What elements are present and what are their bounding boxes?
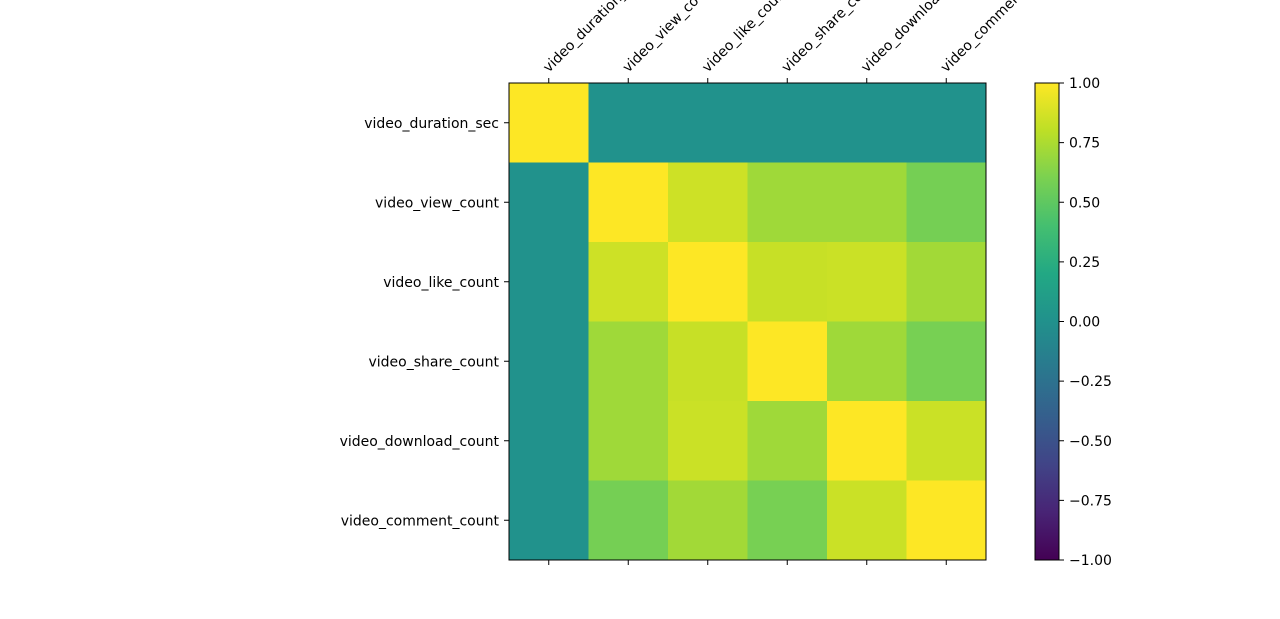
heatmap-cell-3-4 [827, 321, 907, 402]
heatmap-cell-2-5 [906, 242, 987, 322]
heatmap-cell-1-5 [906, 162, 987, 243]
heatmap-cell-4-3 [747, 401, 828, 481]
heatmap-cell-3-0 [509, 321, 589, 402]
heatmap-cell-2-4 [827, 242, 907, 322]
heatmap-cell-2-1 [588, 242, 669, 322]
colorbar-tick-label: 0.25 [1069, 255, 1100, 271]
colorbar-tick-label: −0.25 [1069, 374, 1112, 390]
heatmap-cell-4-5 [906, 401, 987, 481]
heatmap-cell-5-4 [827, 480, 907, 561]
y-tick-label: video_view_count [375, 195, 499, 211]
colorbar-tick-label: −0.75 [1069, 493, 1112, 509]
heatmap-cell-0-0 [509, 83, 589, 163]
heatmap-cell-1-2 [668, 162, 748, 243]
colorbar-tick-label: −1.00 [1069, 553, 1112, 569]
y-tick-label: video_like_count [383, 275, 499, 291]
y-tick-label: video_download_count [340, 434, 500, 450]
heatmap-cell-2-0 [509, 242, 589, 322]
heatmap-cell-0-2 [668, 83, 748, 163]
heatmap-cell-4-0 [509, 401, 589, 481]
heatmap-cell-3-3 [747, 321, 828, 402]
heatmap-cell-1-4 [827, 162, 907, 243]
heatmap-cell-1-0 [509, 162, 589, 243]
heatmap-cell-3-2 [668, 321, 748, 402]
heatmap-cells [509, 83, 987, 561]
heatmap-cell-0-5 [906, 83, 987, 163]
x-tick-label: video_comment_count [938, 0, 1062, 76]
colorbar-tick-label: −0.50 [1069, 434, 1112, 450]
colorbar: −1.00 −0.75 −0.50 −0.25 0.00 0.25 0.50 0.75 1.00 [1034, 76, 1112, 569]
heatmap-cell-5-0 [509, 480, 589, 561]
y-tick-label: video_duration_sec [364, 116, 499, 132]
colorbar-tick-label: 0.75 [1069, 136, 1100, 152]
heatmap-cell-0-4 [827, 83, 907, 163]
heatmap-cell-3-1 [588, 321, 669, 402]
y-tick-label: video_share_count [368, 354, 499, 370]
heatmap-cell-2-2 [668, 242, 748, 322]
heatmap-cell-0-1 [588, 83, 669, 163]
heatmap-cell-0-3 [747, 83, 828, 163]
colorbar-tick-label: 0.50 [1069, 195, 1100, 211]
heatmap-cell-4-1 [588, 401, 669, 481]
heatmap-cell-5-2 [668, 480, 748, 561]
heatmap-cell-1-1 [588, 162, 669, 243]
heatmap-cell-2-3 [747, 242, 828, 322]
colorbar-tick-label: 0.00 [1069, 315, 1100, 331]
colorbar-tick-label: 1.00 [1069, 76, 1100, 92]
heatmap-cell-4-4 [827, 401, 907, 481]
y-axis: video_duration_sec video_view_count video_… [340, 116, 509, 529]
heatmap-cell-5-1 [588, 480, 669, 561]
heatmap-cell-4-2 [668, 401, 748, 481]
heatmap-cell-5-3 [747, 480, 828, 561]
heatmap-cell-1-3 [747, 162, 828, 243]
heatmap-cell-3-5 [906, 321, 987, 402]
y-tick-label: video_comment_count [341, 513, 500, 529]
plot-frame [508, 82, 987, 561]
colorbar-gradient [1035, 83, 1059, 560]
heatmap-cell-5-5 [906, 480, 987, 561]
